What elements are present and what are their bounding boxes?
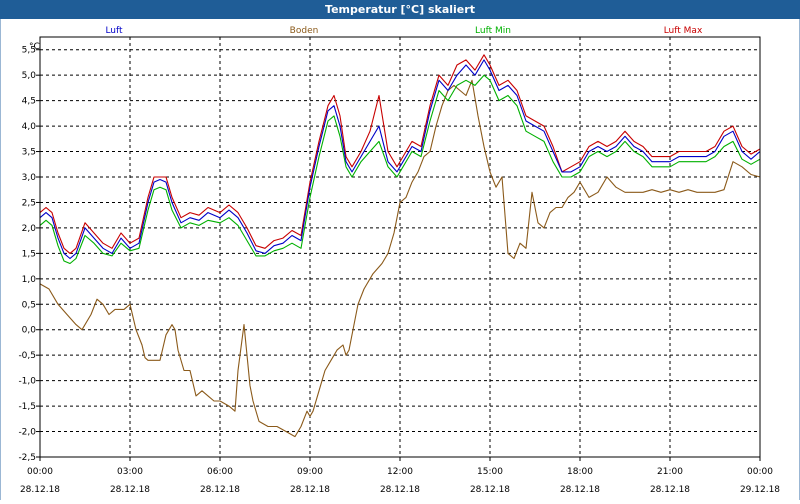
x-tick-time-label: 12:00: [387, 467, 413, 477]
y-tick-label: 3,0: [22, 173, 37, 183]
y-tick-label: 4,5: [22, 97, 36, 107]
x-tick-date-label: 29.12.18: [740, 485, 780, 495]
y-tick-label: 1,5: [22, 249, 36, 259]
x-axis-ticks: 00:00 28.12.18 03:00 28.12.18 06:00 28.12.18 0…: [20, 457, 780, 495]
x-tick-date-label: 28.12.18: [290, 485, 330, 495]
x-tick-date-label: 28.12.18: [470, 485, 510, 495]
legend-entry: Luft Min: [475, 26, 511, 36]
y-tick-label: -2,0: [18, 428, 36, 438]
chart-area: Luft Boden Luft Min Luft Max °C 5,5 5,0 4,5 4,…: [0, 19, 800, 500]
x-tick-time-label: 00:00: [747, 467, 773, 477]
legend: Luft Boden Luft Min Luft Max: [105, 26, 703, 36]
y-tick-label: 1,0: [22, 275, 37, 285]
y-tick-label: 2,5: [22, 198, 36, 208]
y-tick-label: 5,5: [22, 46, 36, 56]
x-tick-date-label: 28.12.18: [20, 485, 60, 495]
x-tick-time-label: 00:00: [27, 467, 53, 477]
series-line-luft-max: [39, 54, 761, 254]
x-tick-time-label: 18:00: [567, 467, 593, 477]
x-tick-time-label: 03:00: [117, 467, 143, 477]
y-tick-label: 0,0: [22, 326, 37, 336]
y-axis-label: °C: [29, 42, 40, 52]
series-line-boden: [39, 79, 761, 438]
y-tick-label: -1,5: [18, 402, 36, 412]
y-tick-label: 0,5: [22, 300, 36, 310]
chart-title: Temperatur [°C] skaliert: [0, 0, 800, 19]
x-tick-time-label: 21:00: [657, 467, 683, 477]
legend-entry: Boden: [290, 26, 319, 36]
series-lines: [39, 54, 761, 438]
grid: [40, 37, 760, 457]
x-tick-date-label: 28.12.18: [200, 485, 240, 495]
y-tick-label: 2,0: [22, 224, 37, 234]
y-tick-label: -0,5: [18, 351, 36, 361]
y-tick-label: -1,0: [18, 377, 36, 387]
x-tick-date-label: 28.12.18: [110, 485, 150, 495]
x-tick-date-label: 28.12.18: [380, 485, 420, 495]
temperature-chart: Luft Boden Luft Min Luft Max °C 5,5 5,0 4,5 4,…: [18, 26, 780, 495]
y-axis-ticks: 5,5 5,0 4,5 4,0 3,5 3,0 2,5 2,0 1,5 1,0 0,5 0,0 -0,5…: [18, 46, 40, 463]
y-tick-label: 5,0: [22, 71, 37, 81]
legend-entry: Luft Max: [664, 26, 703, 36]
x-tick-time-label: 06:00: [207, 467, 233, 477]
x-tick-date-label: 28.12.18: [560, 485, 600, 495]
y-tick-label: 4,0: [22, 122, 37, 132]
x-tick-date-label: 28.12.18: [650, 485, 690, 495]
x-tick-time-label: 09:00: [297, 467, 323, 477]
y-tick-label: 3,5: [22, 148, 36, 158]
legend-entry: Luft: [105, 26, 123, 36]
plot-frame: [39, 36, 761, 458]
series-line-luft-min: [39, 74, 761, 265]
y-tick-label: -2,5: [18, 453, 36, 463]
x-tick-time-label: 15:00: [477, 467, 503, 477]
series-line-luft: [39, 59, 761, 260]
